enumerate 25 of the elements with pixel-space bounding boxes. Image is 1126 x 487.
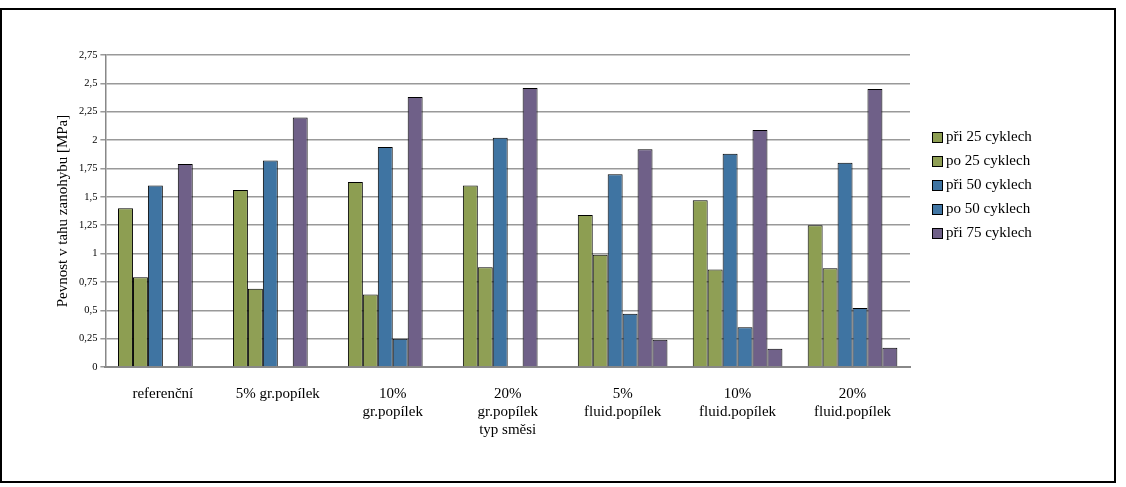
legend-label: po 25 cyklech: [946, 152, 1032, 169]
x-tick-label: 20% gr.popílek typ směsi: [477, 384, 539, 437]
y-axis-title: Pevnost v tahu zanohybu [MPa]: [53, 114, 70, 308]
y-tick-label: 1: [92, 247, 98, 259]
y-tick-label: 2: [92, 133, 98, 145]
y-tick-label: 1,75: [79, 162, 98, 174]
x-tick-label: 10% fluid.popílek: [699, 384, 777, 419]
x-tick-label: 10% gr.popílek: [362, 384, 424, 419]
legend-label: při 50 cyklech: [946, 176, 1033, 193]
y-tick-label: 1,5: [84, 190, 98, 202]
y-tick-label: 0,75: [79, 275, 98, 287]
y-tick-label: 2,75: [79, 48, 98, 60]
legend-label: při 75 cyklech: [946, 224, 1033, 241]
x-tick-label: 5% fluid.popílek: [584, 384, 662, 419]
x-tick-label: referenční: [132, 384, 194, 401]
y-tick-label: 0: [92, 360, 98, 372]
legend-label: po 50 cyklech: [946, 200, 1032, 217]
y-tick-label: 0,25: [79, 332, 98, 344]
y-tick-label: 0,5: [84, 304, 98, 316]
y-tick-label: 2,5: [84, 77, 98, 89]
x-tick-label: 20% fluid.popílek: [813, 384, 892, 419]
x-tick-label: 5% gr.popílek: [235, 384, 321, 401]
legend-label: při 25 cyklech: [946, 128, 1033, 145]
y-tick-label: 1,25: [79, 218, 98, 230]
y-tick-label: 2,25: [79, 105, 98, 117]
